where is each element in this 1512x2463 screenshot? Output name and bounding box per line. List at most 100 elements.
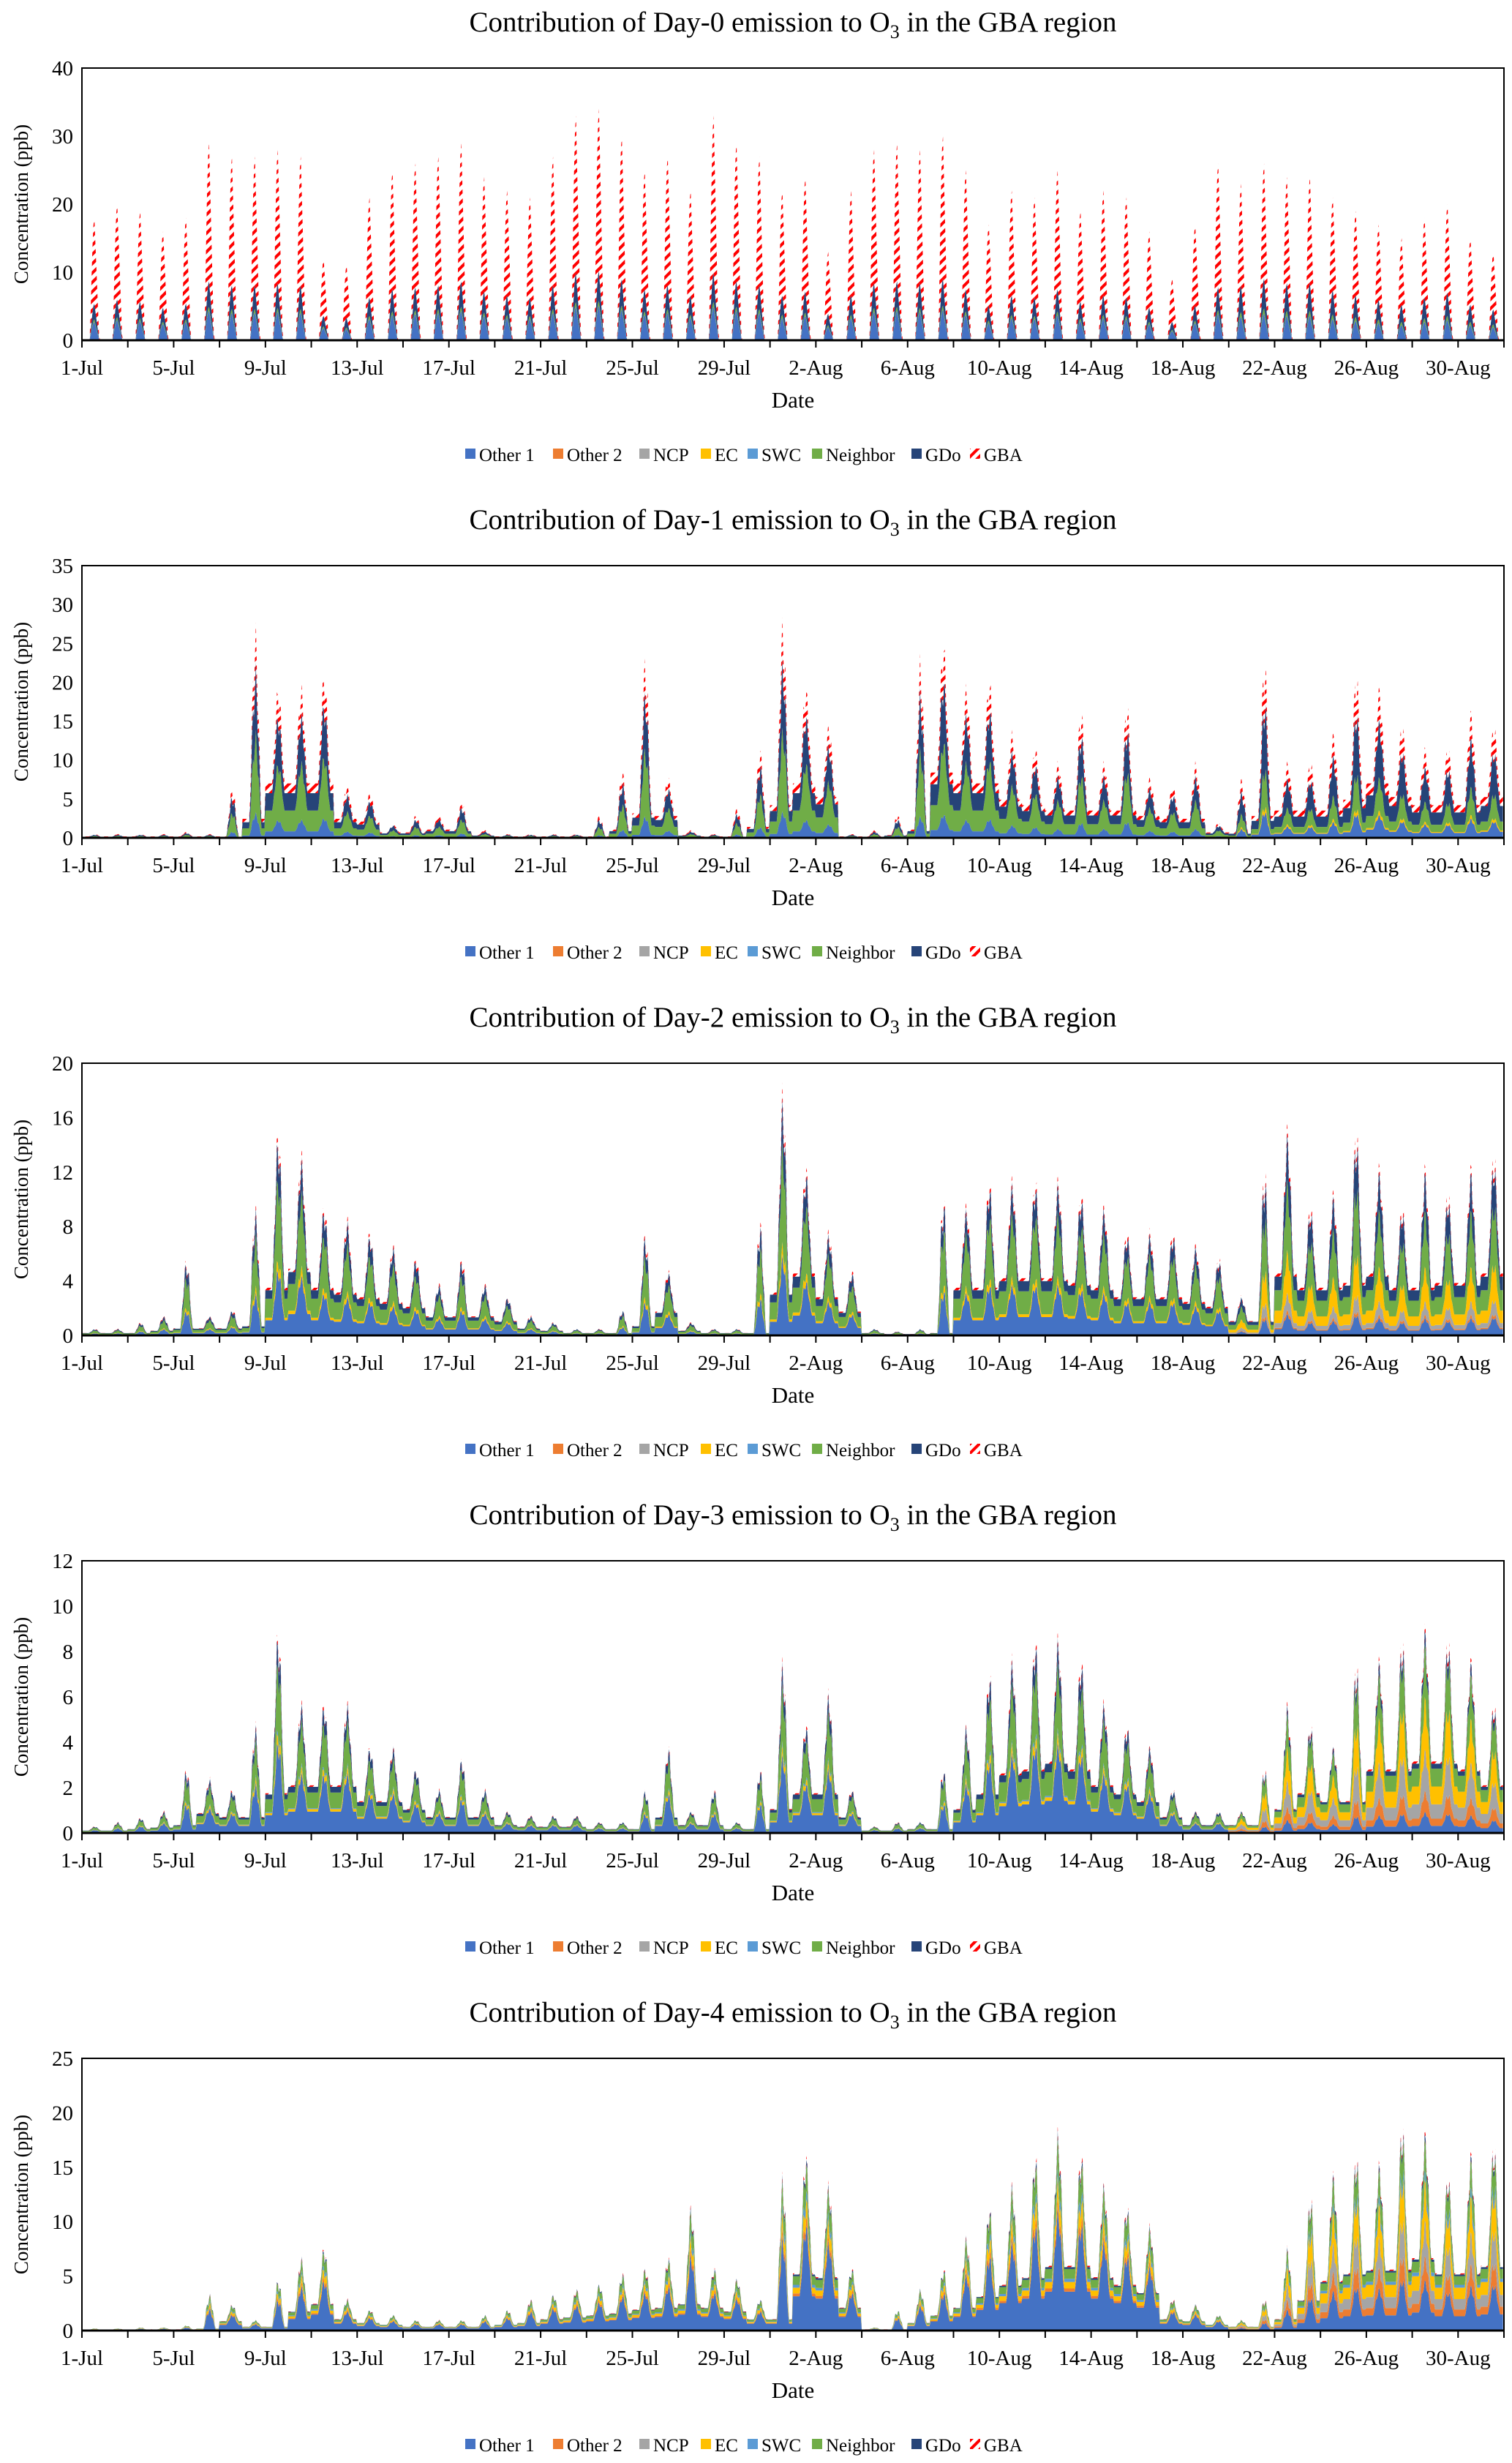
x-tick-label: 18-Aug <box>1151 2347 1216 2370</box>
area-series-gba <box>82 108 1503 341</box>
x-axis-label: Date <box>772 1382 815 1408</box>
legend-item-ec: EC <box>701 2436 738 2456</box>
x-tick-label: 13-Jul <box>331 2347 384 2370</box>
legend-item-ncp: NCP <box>639 943 689 963</box>
x-tick-label: 30-Aug <box>1426 854 1491 877</box>
y-tick-label: 12 <box>52 1550 73 1573</box>
x-tick-label: 26-Aug <box>1334 854 1399 877</box>
x-tick-label: 13-Jul <box>331 356 384 380</box>
x-tick-label: 1-Jul <box>61 854 103 877</box>
legend-item-ncp: NCP <box>639 1441 689 1461</box>
legend-swatch-other2 <box>553 1444 563 1454</box>
legend-swatch-gdo <box>911 2439 922 2449</box>
legend-swatch-gba <box>970 1444 980 1454</box>
legend-swatch-other1 <box>465 449 475 459</box>
legend-item-gdo: GDo <box>911 1938 961 1958</box>
legend-item-swc: SWC <box>748 1441 801 1461</box>
chart-title: Contribution of Day-4 emission to O3 in … <box>469 1997 1116 2033</box>
legend-swatch-ncp <box>639 449 650 459</box>
area-series-other1 <box>82 2207 1503 2331</box>
legend-swatch-other1 <box>465 1444 475 1454</box>
y-tick-label: 12 <box>52 1161 73 1185</box>
legend-item-swc: SWC <box>748 446 801 465</box>
legend-label: Neighbor <box>826 943 895 963</box>
legend-item-gba: GBA <box>970 2436 1023 2456</box>
x-tick-label: 6-Aug <box>881 1849 935 1872</box>
y-tick-label: 16 <box>52 1106 73 1130</box>
x-tick-label: 26-Aug <box>1334 356 1399 380</box>
legend-label: Other 2 <box>567 943 623 963</box>
y-tick-label: 5 <box>63 2265 74 2289</box>
x-tick-label: 6-Aug <box>881 854 935 877</box>
legend-item-gdo: GDo <box>911 2436 961 2456</box>
y-tick-label: 0 <box>63 827 74 850</box>
legend-item-gdo: GDo <box>911 943 961 963</box>
legend-swatch-ec <box>701 449 711 459</box>
chart-title: Contribution of Day-1 emission to O3 in … <box>469 504 1116 540</box>
x-tick-label: 18-Aug <box>1151 1849 1216 1872</box>
y-tick-label: 4 <box>63 1731 74 1755</box>
y-tick-label: 8 <box>63 1641 74 1664</box>
legend-label: Other 1 <box>479 943 535 963</box>
legend-item-ncp: NCP <box>639 2436 689 2456</box>
legend-swatch-ec <box>701 946 711 956</box>
legend-label: GBA <box>984 2436 1023 2456</box>
area-series-gdo <box>82 656 1503 838</box>
legend-label: Other 1 <box>479 1938 535 1958</box>
legend-swatch-other1 <box>465 1941 475 1952</box>
legend-label: NCP <box>653 943 689 963</box>
legend-item-ec: EC <box>701 446 738 465</box>
legend-label: GDo <box>925 2436 961 2456</box>
area-series-other1 <box>82 305 1503 340</box>
legend-label: Other 2 <box>567 2436 623 2456</box>
legend-label: EC <box>715 1441 738 1461</box>
y-tick-label: 6 <box>63 1686 74 1709</box>
y-tick-label: 0 <box>63 329 74 353</box>
x-tick-label: 5-Jul <box>152 1849 195 1872</box>
x-tick-label: 29-Jul <box>698 854 751 877</box>
y-tick-label: 0 <box>63 1324 74 1348</box>
legend-swatch-gdo <box>911 1444 922 1454</box>
legend: Other 1 Other 2 NCP EC SWC Neighbor GDo GBA <box>465 943 1023 963</box>
y-tick-label: 8 <box>63 1215 74 1239</box>
x-tick-label: 30-Aug <box>1426 1849 1491 1872</box>
x-tick-label: 6-Aug <box>881 2347 935 2370</box>
chart-panel-day-2: Contribution of Day-2 emission to O3 in … <box>10 1002 1505 1461</box>
x-tick-label: 21-Jul <box>514 1352 568 1375</box>
legend-label: Neighbor <box>826 446 895 465</box>
x-tick-label: 17-Jul <box>422 1849 475 1872</box>
legend-swatch-neighbor <box>812 449 822 459</box>
legend-item-neighbor: Neighbor <box>812 2436 895 2456</box>
legend-item-gba: GBA <box>970 446 1023 465</box>
legend-label: SWC <box>761 1938 801 1958</box>
y-axis-label: Concentration (ppb) <box>10 2115 32 2274</box>
x-tick-label: 10-Aug <box>967 2347 1032 2370</box>
y-tick-label: 30 <box>52 125 73 149</box>
legend-item-neighbor: Neighbor <box>812 446 895 465</box>
legend-swatch-swc <box>748 2439 758 2449</box>
legend-item-swc: SWC <box>748 1938 801 1958</box>
x-tick-label: 25-Jul <box>606 1849 659 1872</box>
chart-panel-day-0: Contribution of Day-0 emission to O3 in … <box>10 7 1505 465</box>
x-tick-label: 2-Aug <box>789 854 843 877</box>
y-axis-label: Concentration (ppb) <box>10 124 32 284</box>
x-tick-label: 14-Aug <box>1058 356 1124 380</box>
chart-title: Contribution of Day-2 emission to O3 in … <box>469 1002 1116 1038</box>
legend-item-neighbor: Neighbor <box>812 1441 895 1461</box>
x-tick-label: 9-Jul <box>244 1849 287 1872</box>
legend-swatch-gdo <box>911 449 922 459</box>
legend-item-neighbor: Neighbor <box>812 943 895 963</box>
y-tick-label: 20 <box>52 1052 73 1076</box>
x-tick-label: 1-Jul <box>61 1352 103 1375</box>
x-tick-label: 5-Jul <box>152 2347 195 2370</box>
y-tick-label: 35 <box>52 555 73 578</box>
legend-item-swc: SWC <box>748 2436 801 2456</box>
area-series-neighbor <box>82 1140 1503 1335</box>
area-series-other1 <box>82 1742 1503 1833</box>
legend-item-other1: Other 1 <box>465 1938 535 1958</box>
legend-item-other1: Other 1 <box>465 1441 535 1461</box>
x-tick-label: 22-Aug <box>1242 1352 1307 1375</box>
legend-label: SWC <box>761 2436 801 2456</box>
x-tick-label: 9-Jul <box>244 2347 287 2370</box>
x-tick-label: 25-Jul <box>606 2347 659 2370</box>
